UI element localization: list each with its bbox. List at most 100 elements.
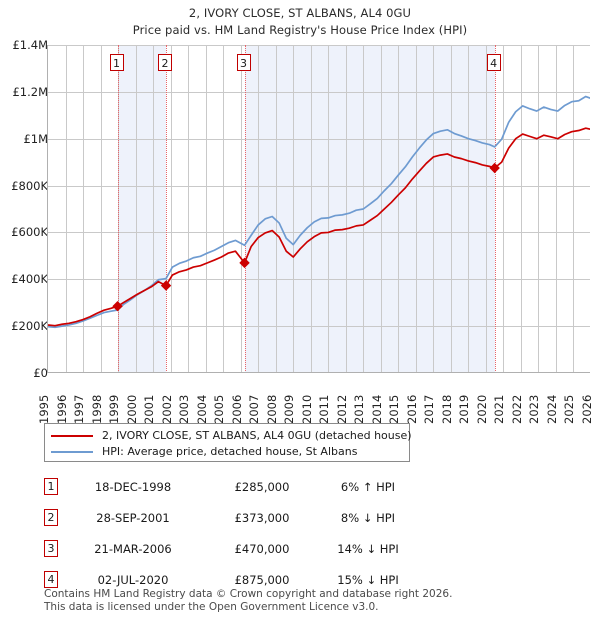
x-axis-tick-label: 2024: [544, 394, 559, 424]
series-lines: [48, 95, 590, 329]
gridline-vertical: [240, 45, 242, 372]
gridline-vertical: [555, 45, 557, 372]
transaction-price: £470,000: [234, 541, 290, 556]
event-marker-line: [117, 45, 119, 372]
gridline-vertical: [293, 45, 295, 372]
gridline-horizontal: [48, 185, 590, 187]
x-axis-labels: 1995 1996 1997 1998 1999 2000 2001 2002 2003 2004…: [37, 376, 594, 424]
y-axis-tick-label: £800K: [11, 178, 48, 193]
x-axis-tick-label: 2016: [404, 394, 419, 424]
gridline-horizontal: [48, 91, 590, 93]
event-marker-badge[interactable]: 3: [236, 54, 251, 71]
plot-area: [47, 45, 590, 373]
gridline-vertical: [100, 45, 102, 372]
y-axis-tick-label: £1.4M: [12, 38, 48, 52]
transaction-hpi-delta: 8% ↓ HPI: [340, 510, 396, 525]
series-line: [48, 127, 590, 327]
transaction-index-badge: 3: [44, 540, 58, 557]
y-axis-tick-label: £1M: [23, 131, 48, 146]
price-point-marker[interactable]: [112, 301, 123, 312]
chart-container: £0 £200K £400K £600K £800K £1M £1.2M £1.4M 1 2 3 4…: [0, 38, 600, 424]
title-block: 2, IVORY CLOSE, ST ALBANS, AL4 0GU Price…: [0, 0, 600, 39]
gridline-vertical: [153, 45, 155, 372]
gridline-vertical: [205, 45, 207, 372]
table-row[interactable]: 1 18-DEC-1998 £285,000 6% ↑ HPI: [44, 471, 444, 502]
x-axis-tick-label: 1999: [107, 394, 122, 424]
gridline-vertical: [170, 45, 172, 372]
page-title: 2, IVORY CLOSE, ST ALBANS, AL4 0GU: [188, 6, 412, 20]
transaction-hpi-delta: 6% ↑ HPI: [340, 479, 396, 494]
chart-subtitle: Price paid vs. HM Land Registry's House …: [132, 23, 468, 37]
gridline-vertical: [450, 45, 452, 372]
table-row[interactable]: 2 28-SEP-2001 £373,000 8% ↓ HPI: [44, 502, 444, 533]
gridline-vertical: [135, 45, 137, 372]
x-axis-tick-label: 2008: [264, 394, 279, 424]
event-marker-badge[interactable]: 2: [158, 54, 173, 71]
event-marker-badge[interactable]: 1: [109, 54, 124, 71]
x-axis-tick-label: 2020: [474, 394, 489, 424]
transaction-index-badge: 1: [44, 478, 58, 495]
gridline-vertical: [275, 45, 277, 372]
footer-line-2: This data is licensed under the Open Gov…: [44, 600, 379, 613]
gridline-vertical: [573, 45, 575, 372]
transaction-date: 18-DEC-1998: [94, 479, 172, 494]
x-axis-tick-label: 2001: [142, 394, 157, 424]
x-axis-tick-label: 2009: [282, 394, 297, 424]
x-axis-tick-label: 2022: [509, 394, 524, 424]
transaction-date: 28-SEP-2001: [96, 510, 170, 525]
gridline-vertical: [328, 45, 330, 372]
x-axis-tick-label: 2013: [352, 394, 367, 424]
y-axis-tick-label: £600K: [11, 225, 48, 240]
highlight-band: [117, 45, 167, 372]
legend-color-swatch: [51, 450, 93, 453]
x-axis-tick-label: 2017: [422, 394, 437, 424]
gridline-vertical: [310, 45, 312, 372]
event-marker-line: [494, 45, 496, 372]
transaction-price: £373,000: [234, 510, 290, 525]
legend-label: HPI: Average price, detached house, St A…: [102, 445, 358, 458]
gridline-horizontal: [48, 279, 590, 281]
x-axis-tick-label: 1997: [72, 394, 87, 424]
table-row[interactable]: 3 21-MAR-2006 £470,000 14% ↓ HPI: [44, 533, 444, 564]
transaction-price: £285,000: [234, 479, 290, 494]
gridline-horizontal: [48, 138, 590, 140]
transaction-hpi-delta: 15% ↓ HPI: [337, 572, 399, 587]
gridline-vertical: [65, 45, 67, 372]
footer-line-1: Contains HM Land Registry data © Crown c…: [44, 588, 453, 600]
table-row[interactable]: 4 02-JUL-2020 £875,000 15% ↓ HPI: [44, 564, 444, 595]
transaction-date: 21-MAR-2006: [94, 541, 172, 556]
x-axis-tick-label: 2025: [562, 394, 577, 424]
x-axis-tick-label: 2018: [439, 394, 454, 424]
footer-attribution: Contains HM Land Registry data © Crown c…: [44, 588, 574, 613]
x-axis-tick-label: 2003: [177, 394, 192, 424]
x-axis-tick-label: 2006: [229, 394, 244, 424]
gridline-vertical: [223, 45, 225, 372]
x-axis-tick-label: 2002: [159, 394, 174, 424]
gridline-horizontal: [48, 326, 590, 328]
event-marker-badge[interactable]: 4: [486, 54, 501, 71]
y-axis-tick-label: £400K: [11, 272, 48, 287]
x-axis-tick-label: 2026: [580, 394, 594, 424]
event-marker-line: [166, 45, 168, 372]
x-axis-tick-label: 2005: [212, 394, 227, 424]
transactions-table: 1 18-DEC-1998 £285,000 6% ↑ HPI 2 28-SEP-2001…: [44, 471, 444, 595]
event-marker-line: [244, 45, 246, 372]
gridline-vertical: [485, 45, 487, 372]
legend-item: HPI: Average price, detached house, St A…: [51, 444, 403, 459]
x-axis-tick-label: 2012: [334, 394, 349, 424]
price-point-marker[interactable]: [160, 280, 172, 291]
highlight-band: [244, 45, 495, 372]
gridline-vertical: [468, 45, 470, 372]
gridline-vertical: [188, 45, 190, 372]
gridline-vertical: [380, 45, 382, 372]
gridline-vertical: [538, 45, 540, 372]
transaction-hpi-delta: 14% ↓ HPI: [337, 541, 399, 556]
transaction-index-badge: 4: [44, 571, 58, 588]
x-axis-tick-label: 1995: [37, 394, 51, 424]
legend-color-swatch: [51, 434, 93, 437]
gridline-horizontal: [48, 232, 590, 234]
gridline-vertical: [520, 45, 522, 372]
x-axis-tick-label: 2021: [492, 394, 507, 424]
x-axis-tick-label: 2007: [247, 394, 262, 424]
y-axis-tick-label: £200K: [11, 319, 48, 334]
